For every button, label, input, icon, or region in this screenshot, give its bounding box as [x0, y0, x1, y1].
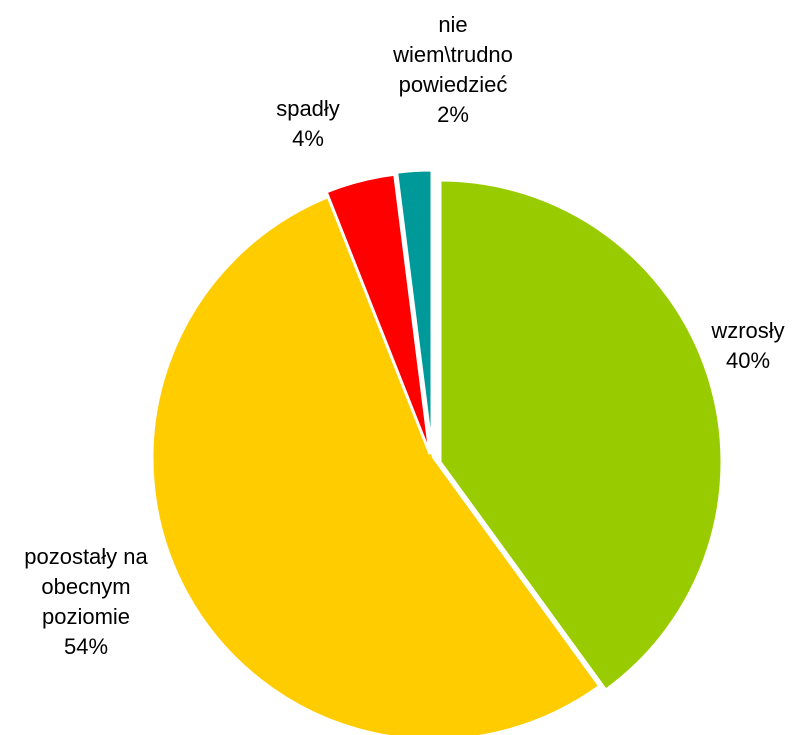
slice-name-label: pozostały na	[24, 544, 148, 569]
slice-label: wzrosły 40%	[710, 318, 784, 373]
slice-label: spadły 4%	[276, 96, 340, 151]
pie-slice	[150, 193, 602, 735]
slice-name-label: powiedzieć	[399, 72, 508, 97]
slice-label: pozostały na obecnym poziomie 54%	[24, 544, 148, 659]
slice-name-label: nie	[438, 12, 467, 37]
slice-name-label: obecnym	[41, 574, 130, 599]
slice-value-label: 2%	[437, 102, 469, 127]
pie-slice	[438, 178, 724, 693]
pie-slice	[324, 172, 432, 455]
slice-value-label: 54%	[64, 634, 108, 659]
slice-value-label: 40%	[726, 348, 770, 373]
slice-name-label: wiem\trudno	[392, 42, 513, 67]
slice-name-label: wzrosły	[710, 318, 784, 343]
pie-slice	[394, 168, 434, 453]
slice-label: nie wiem\trudno powiedzieć 2%	[392, 12, 513, 127]
slice-name-label: poziomie	[42, 604, 130, 629]
slice-name-label: spadły	[276, 96, 340, 121]
slice-value-label: 4%	[292, 126, 324, 151]
